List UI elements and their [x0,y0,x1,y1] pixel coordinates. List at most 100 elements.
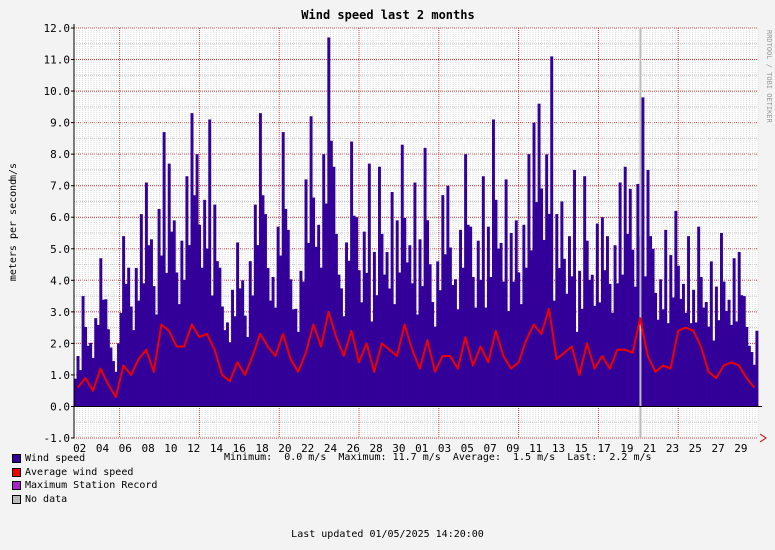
legend-label: No data [25,493,68,505]
wind-speed-bar [682,283,685,407]
wind-speed-bar [418,239,422,407]
wind-speed-bar [725,311,728,407]
wind-speed-bar [134,267,138,407]
wind-speed-bar [114,371,118,407]
wind-speed-bar [443,254,447,407]
wind-speed-bar [461,267,465,407]
x-tick-labels: 02 04 06 08 10 12 14 16 18 20 22 24 26 28 30 01 03 05 07 09… [73,442,747,455]
x-tick-label: 10 [164,442,177,455]
wind-speed-bar [403,217,407,407]
y-tick-label: 7.0 [50,180,70,193]
wind-speed-bar [507,311,511,407]
x-tick-label: 21 [643,442,656,455]
wind-speed-bar [504,179,508,407]
average-wind-speed-line [77,307,755,398]
stat-last: Last: 2.2 m/s [567,452,652,463]
wind-speed-bar [433,326,437,407]
wind-speed-bar [76,356,80,407]
wind-speed-bar [568,236,571,407]
wind-speed-bar [717,320,721,407]
wind-speed-bar [94,318,98,407]
wind-speed-bar [190,113,194,407]
y-tick-label: 3.0 [50,306,70,319]
wind-speed-bar [431,302,435,407]
wind-speed-bar [96,324,100,407]
wind-speed-bar [142,283,146,407]
wind-speed-bar [400,144,404,407]
wind-speed-bar [509,233,513,407]
wind-speed-bar [307,242,310,407]
wind-speed-bar [84,326,88,407]
wind-speed-bar [238,288,242,407]
wind-speed-bar [517,272,521,407]
wind-speed-bar [322,154,326,407]
last-updated: Last updated 01/05/2025 14:20:00 [291,529,484,540]
wind-speed-bar [428,264,432,407]
wind-speed-bar [621,274,625,407]
legend-swatch [12,481,21,491]
wind-speed-bar [618,182,622,407]
wind-speed-bar [129,306,133,407]
wind-speed-bar [697,226,701,407]
wind-speed-bar [329,140,333,407]
x-tick-label: 13 [552,442,565,455]
wind-speed-bar [560,201,564,407]
wind-speed-bar [522,224,526,407]
wind-speed-bar [593,305,597,407]
wind-speed-bar [81,296,85,407]
wind-speed-bar [157,208,161,407]
wind-speed-bar [540,188,544,407]
wind-speed-bar [606,236,609,407]
wind-speed-bar [466,224,470,407]
x-tick-label: 14 [210,442,224,455]
wind-speed-bar [226,322,229,407]
wind-speed-bar [426,220,430,407]
wind-speed-bar [198,224,202,407]
wind-speed-bar [286,229,290,407]
y-tick-label: 4.0 [50,274,70,287]
wind-speed-bar [598,302,602,407]
wind-speed-bar [228,342,232,407]
wind-speed-bar [274,307,278,407]
wind-speed-bar [279,255,283,407]
wind-speed-bar [704,302,708,407]
wind-speed-bar [294,308,298,407]
wind-speed-bar [557,267,561,407]
wind-speed-bar [119,312,123,407]
stat-maximum: Maximum: 11.7 m/s [338,452,441,463]
x-tick-label: 24 [324,442,338,455]
wind-speed-bar [674,210,678,407]
wind-speed-bar [144,182,148,407]
wind-speed-bar [276,226,280,407]
wind-speed-bar [150,239,153,407]
wind-speed-bar [687,236,690,407]
wind-speed-bar [137,300,141,407]
x-tick-label: 20 [278,442,291,455]
wind-speed-bar [170,231,174,407]
y-tick-label: 11.0 [44,54,71,67]
wind-speed-bar [367,163,371,407]
legend-swatch [12,454,21,464]
legend: Wind speed Average wind speed Maximum St… [12,452,157,506]
no-data-marker [639,28,642,438]
wind-speed-bar [74,378,77,407]
wind-speed-bar [91,357,95,407]
wind-speed-bar [139,214,143,407]
wind-speed-bar [631,249,635,407]
wind-speed-bar [266,267,270,407]
wind-speed-bar [421,286,424,407]
wind-speed-bar [172,220,176,407]
wind-speed-bar [350,141,354,407]
wind-speed-bar [256,245,260,407]
wind-speed-bar [722,281,726,407]
wind-speed-bar [730,324,734,407]
wind-speed-bar [623,166,627,407]
wind-speed-bar [193,195,196,407]
y-axis-label: meters per second [8,179,19,281]
wind-speed-bar [459,229,462,407]
wind-speed-bar [332,166,336,407]
wind-speed-bar [269,300,272,407]
wind-speed-bar [486,226,490,407]
wind-speed-bar [732,258,736,407]
wind-speed-bar [340,288,343,407]
